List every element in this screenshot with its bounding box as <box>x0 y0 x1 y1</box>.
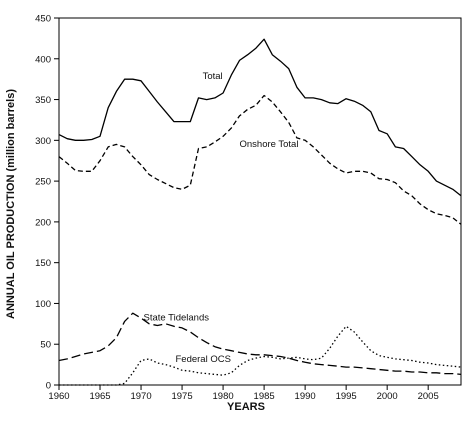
x-axis-title: YEARS <box>227 401 265 413</box>
series-layer <box>58 38 462 386</box>
series-label-total: Total <box>203 71 223 82</box>
x-tick-label: 1980 <box>213 391 234 402</box>
y-tick-label: 100 <box>35 299 51 310</box>
series-line-onshore-total <box>58 94 462 225</box>
y-tick-label: 150 <box>35 258 51 269</box>
x-tick-label: 2000 <box>377 391 398 402</box>
series-line-federal-ocs <box>59 325 462 386</box>
x-tick-label: 1970 <box>130 391 151 402</box>
x-tick-label: 2005 <box>418 391 439 402</box>
y-tick-label: 300 <box>35 136 51 147</box>
y-tick-label: 200 <box>35 217 51 228</box>
y-tick-label: 250 <box>35 177 51 188</box>
series-line-total <box>58 38 462 197</box>
x-tick-label: 1990 <box>295 391 316 402</box>
x-tick-label: 1995 <box>336 391 357 402</box>
y-tick-label: 0 <box>46 381 51 392</box>
x-tick-label: 1975 <box>171 391 192 402</box>
axes-layer: 0 50 100 150 200 250 300 350 400 450 1960 1965 1970 1… <box>35 14 462 402</box>
y-tick-label: 400 <box>35 54 51 65</box>
plot-frame <box>58 17 462 386</box>
x-tick-label: 1965 <box>89 391 110 402</box>
y-tick-label: 350 <box>35 95 51 106</box>
series-line-state-tidelands <box>58 312 462 376</box>
series-label-federal-ocs: Federal OCS <box>175 354 230 365</box>
series-label-onshore-total: Onshore Total <box>239 139 298 150</box>
x-tick-label: 1960 <box>48 391 69 402</box>
labels-layer: Total Onshore Total State Tidelands Federal… <box>144 71 299 365</box>
y-tick-label: 50 <box>40 340 51 351</box>
x-tick-label: 1985 <box>254 391 275 402</box>
series-label-state-tidelands: State Tidelands <box>144 313 210 324</box>
y-tick-label: 450 <box>35 14 51 25</box>
y-axis-title: ANNUAL OIL PRODUCTION (million barrels) <box>5 89 17 319</box>
